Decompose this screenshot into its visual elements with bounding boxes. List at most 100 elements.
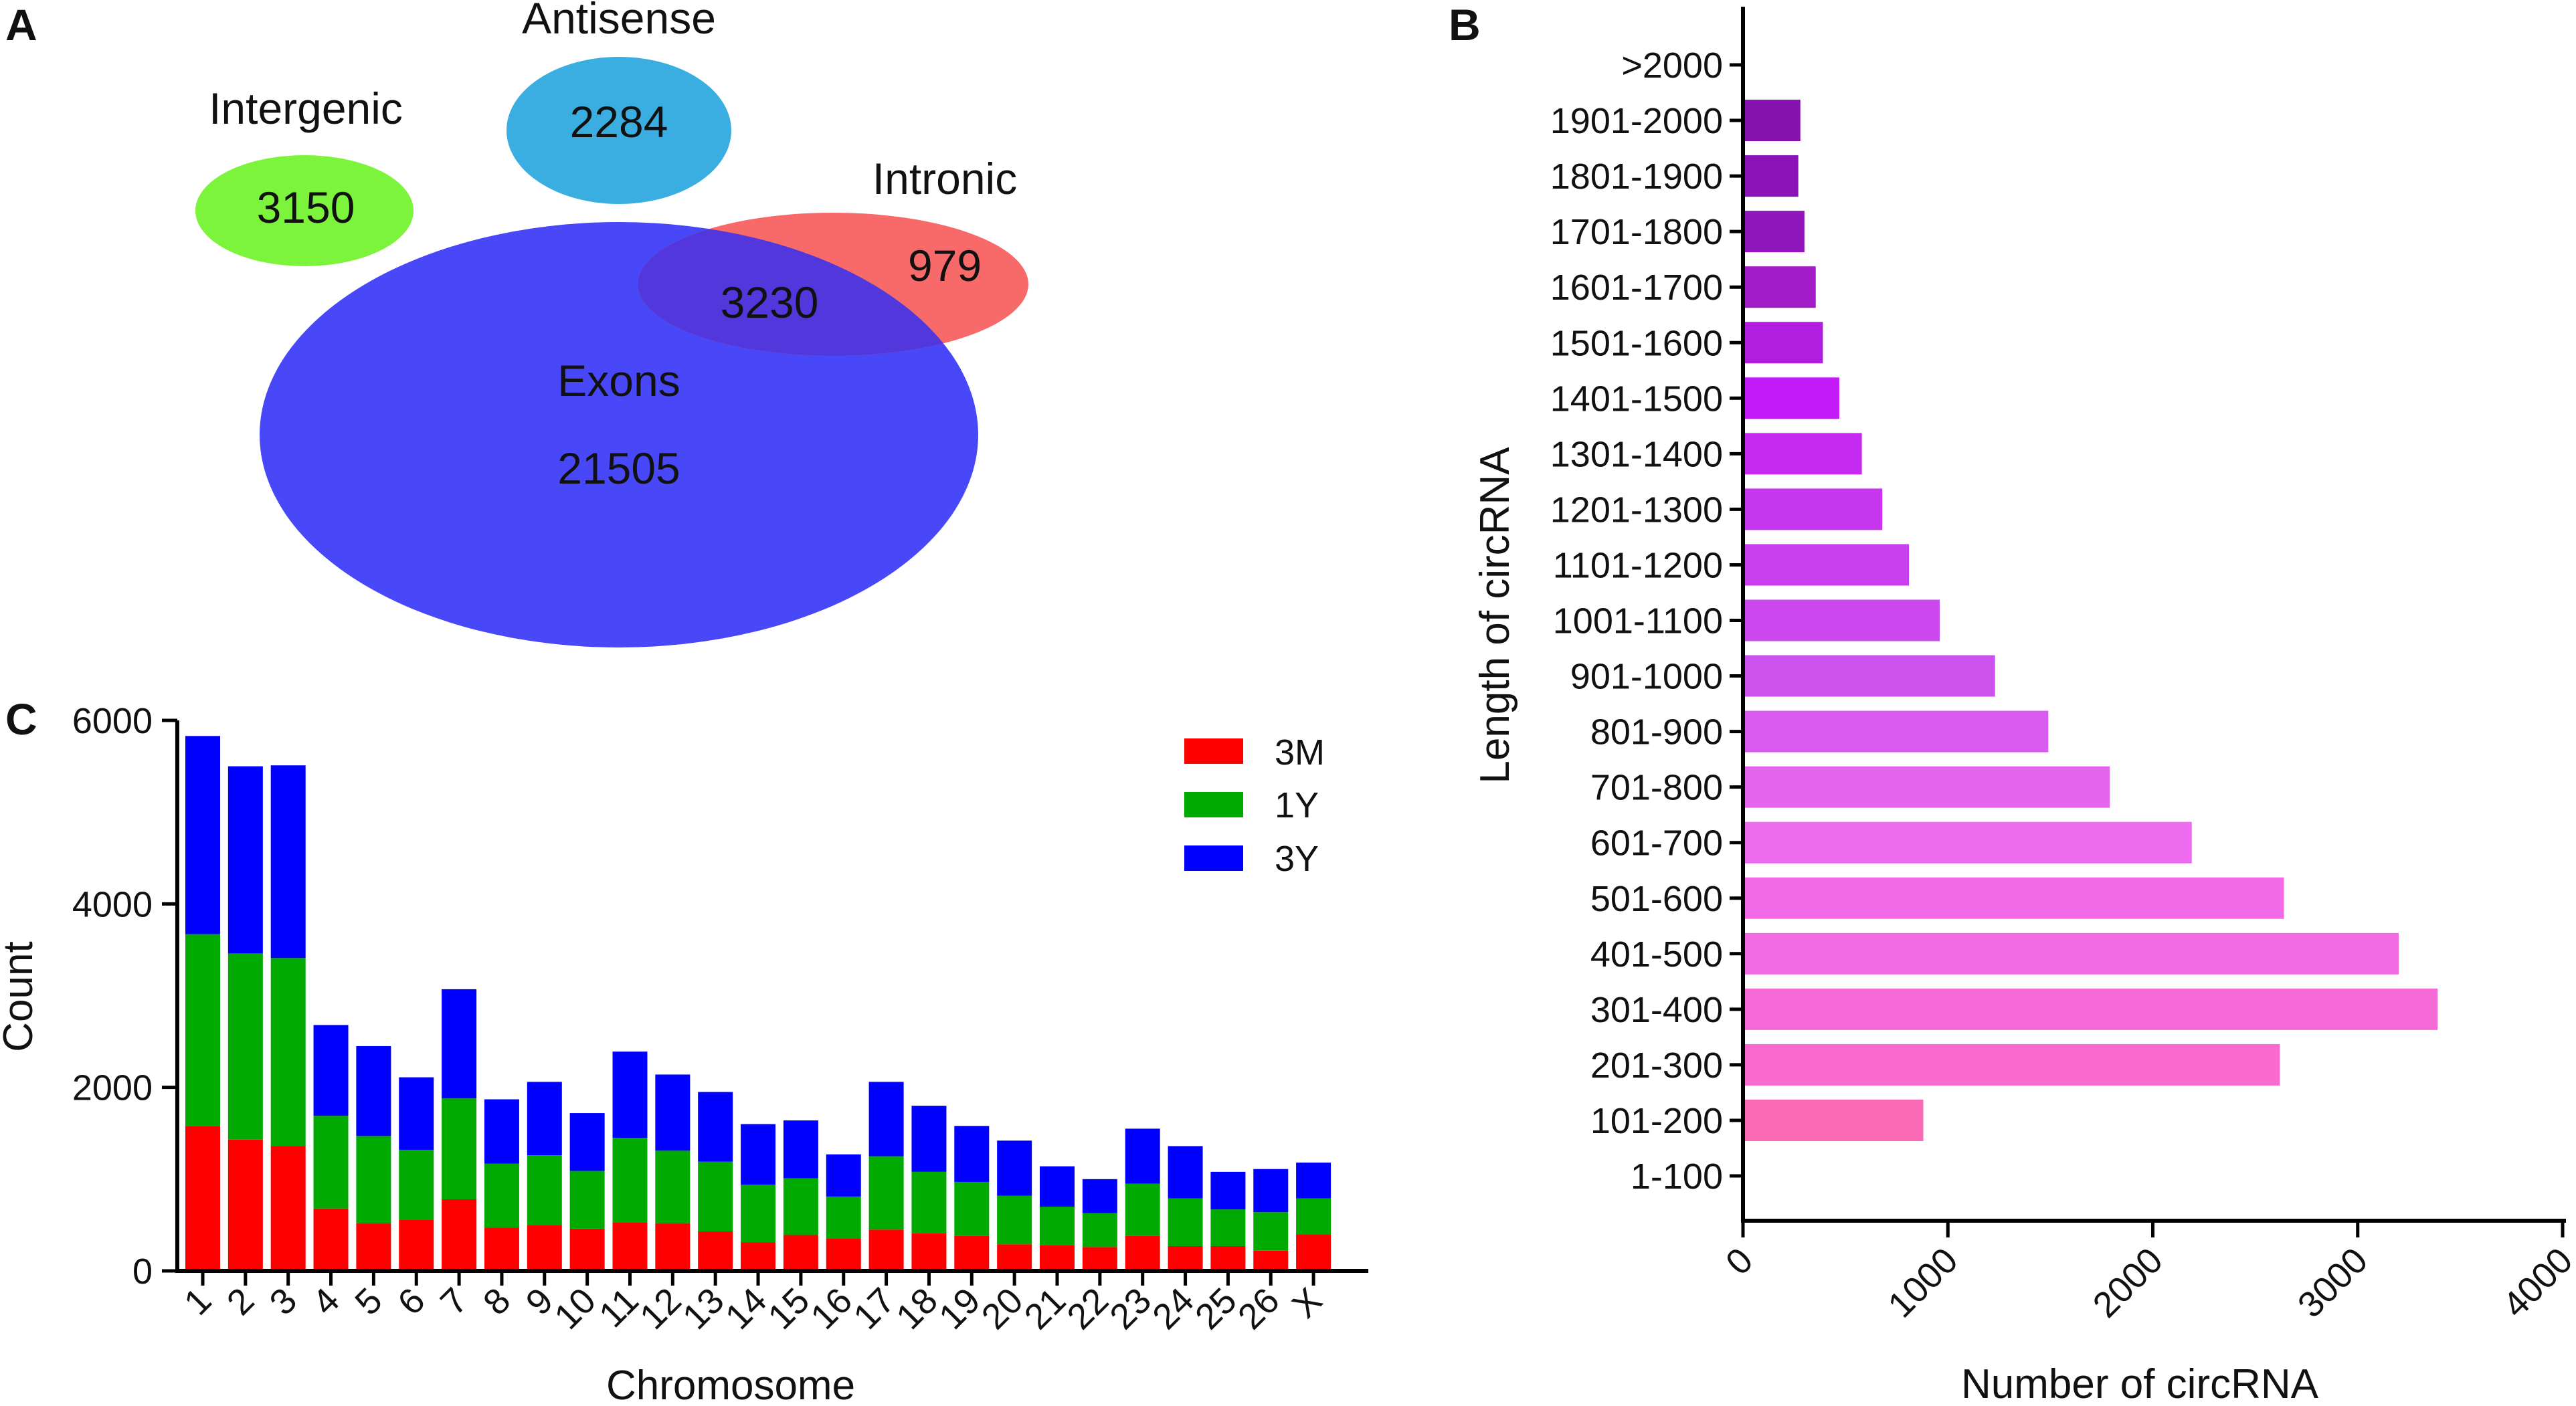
chromosome-bar-21-3y (1040, 1166, 1075, 1207)
chromosome-bar-7-1y (442, 1098, 477, 1200)
chromosome-bar-13-1y (698, 1161, 733, 1232)
chromosome-bar-25-3m (1210, 1245, 1246, 1271)
chromosome-bar-23-3m (1125, 1235, 1160, 1271)
length-bar-1501-1600 (1743, 322, 1823, 364)
length-y-label-1301-1400: 1301-1400 (1550, 434, 1723, 474)
length-bar-1301-1400 (1743, 433, 1862, 475)
chromosome-bar-12-3y (655, 1074, 691, 1151)
chromosome-bar-x-3y (1296, 1163, 1331, 1199)
venn-value-exons: 21505 (557, 443, 680, 493)
length-x-label-4000: 4000 (2495, 1240, 2576, 1325)
chromosome-x-label-8: 8 (476, 1280, 519, 1323)
length-y-label-1001-1100: 1001-1100 (1553, 601, 1723, 641)
chromosome-bar-22-1y (1082, 1213, 1117, 1247)
length-bar-201-300 (1743, 1043, 2280, 1086)
chromosome-x-label-1: 1 (177, 1280, 219, 1323)
chromosome-bar-5-1y (356, 1136, 391, 1223)
length-bar-1101-1200 (1743, 544, 1910, 586)
length-x-label-2000: 2000 (2086, 1240, 2171, 1325)
length-y-label-1401-1500: 1401-1500 (1550, 379, 1723, 419)
chromosome-bar-23-1y (1125, 1183, 1160, 1236)
length-x-label-1000: 1000 (1880, 1240, 1965, 1325)
length-y-label-1501-1600: 1501-1600 (1550, 323, 1723, 363)
chromosome-bar-15-3m (783, 1235, 818, 1271)
length-y-label-1201-1300: 1201-1300 (1550, 490, 1723, 530)
length-y-label-1801-1900: 1801-1900 (1550, 157, 1723, 197)
chromosome-x-label-2: 2 (219, 1280, 262, 1323)
venn-value-antisense: 2284 (570, 97, 668, 146)
chromosome-bar-5-3m (356, 1223, 391, 1271)
length-y-label-501-600: 501-600 (1590, 879, 1723, 919)
chromosome-bar-2-1y (227, 953, 263, 1140)
length-bar-701-800 (1743, 766, 2110, 808)
length-bar-601-700 (1743, 821, 2192, 864)
venn-label-antisense: Antisense (522, 0, 716, 43)
chromosome-bar-14-1y (741, 1185, 776, 1243)
venn-label-intronic: Intronic (872, 154, 1017, 203)
chromosome-bar-2-3m (227, 1139, 263, 1271)
length-y-label-1601-1700: 1601-1700 (1550, 268, 1723, 308)
length-bar-1701-1800 (1743, 211, 1805, 253)
length-chart-panel: B >2000 1901-2000 1801-1900 1701-1800 1601-1… (1449, 0, 2576, 1406)
legend-swatch-3y (1184, 845, 1243, 871)
length-y-label-gt2000: >2000 (1621, 45, 1723, 86)
chromosome-bar-6-3y (399, 1077, 434, 1150)
chromosome-bar-26-3y (1253, 1169, 1289, 1213)
chromosome-bar-8-3m (484, 1227, 519, 1271)
chromosome-y-label-0: 0 (132, 1251, 153, 1292)
chromosome-bar-18-1y (911, 1171, 947, 1233)
chromosome-bar-3-1y (270, 958, 306, 1146)
chromosome-x-label-5: 5 (347, 1280, 390, 1323)
chromosome-bar-1-3y (185, 736, 220, 934)
chromosome-bar-22-3y (1082, 1179, 1117, 1213)
length-y-label-1701-1800: 1701-1800 (1550, 212, 1723, 252)
legend-swatch-3m (1184, 738, 1243, 764)
chromosome-bar-5-3y (356, 1045, 391, 1136)
panel-c-letter: C (5, 694, 37, 744)
chromosome-bar-11-3y (612, 1051, 648, 1138)
chromosome-bar-22-3m (1082, 1247, 1117, 1271)
chromosome-bar-4-3y (313, 1025, 349, 1116)
length-y-label-201-300: 201-300 (1590, 1045, 1723, 1086)
chromosome-x-label-7: 7 (433, 1280, 476, 1323)
chromosome-bar-14-3m (741, 1242, 776, 1271)
chromosome-bar-6-3m (399, 1219, 434, 1271)
chromosome-bar-11-3m (612, 1222, 648, 1271)
length-y-axis-title: Length of circRNA (1472, 447, 1518, 784)
length-bar-1201-1300 (1743, 488, 1883, 530)
chromosome-bar-16-3m (826, 1238, 861, 1271)
chromosome-bar-11-1y (612, 1138, 648, 1223)
venn-circle-antisense (507, 57, 731, 204)
length-x-label-0: 0 (1718, 1240, 1761, 1283)
length-y-label-1901-2000: 1901-2000 (1550, 101, 1723, 141)
chromosome-bar-17-3m (868, 1229, 904, 1271)
venn-overlap-region (638, 222, 978, 356)
chromosome-x-label-x: X (1285, 1280, 1330, 1326)
chromosome-bar-18-3y (911, 1106, 947, 1172)
length-bar-301-400 (1743, 988, 2438, 1030)
chromosome-bar-20-3m (997, 1244, 1032, 1271)
length-y-label-1101-1200: 1101-1200 (1553, 545, 1723, 585)
chromosome-bar-20-1y (997, 1195, 1032, 1245)
chromosome-bar-13-3y (698, 1092, 733, 1162)
venn-label-intergenic: Intergenic (209, 84, 403, 133)
chromosome-bar-15-3y (783, 1120, 818, 1179)
chromosome-y-label-4000: 4000 (72, 884, 153, 924)
chromosome-bar-9-3y (527, 1082, 562, 1156)
chromosome-y-axis-title: Count (0, 941, 41, 1051)
length-y-label-301-400: 301-400 (1590, 990, 1723, 1030)
chromosome-bar-12-3m (655, 1223, 691, 1271)
chromosome-bar-x-1y (1296, 1198, 1331, 1235)
chromosome-bar-1-3m (185, 1126, 220, 1271)
chromosome-bar-10-3y (569, 1113, 605, 1171)
length-y-label-901-1000: 901-1000 (1570, 657, 1723, 697)
venn-panel: A Intergenic 3150 Antisense 2284 Introni… (5, 0, 1028, 647)
chromosome-x-label-26: 26 (1230, 1280, 1287, 1337)
chromosome-bar-4-1y (313, 1116, 349, 1209)
chromosome-bar-15-1y (783, 1178, 818, 1235)
chromosome-y-label-2000: 2000 (72, 1068, 153, 1108)
legend-label-3y: 3Y (1275, 839, 1319, 879)
length-bars (1743, 100, 2438, 1141)
length-y-tick-labels: >2000 1901-2000 1801-1900 1701-1800 1601-170… (1550, 45, 1743, 1197)
